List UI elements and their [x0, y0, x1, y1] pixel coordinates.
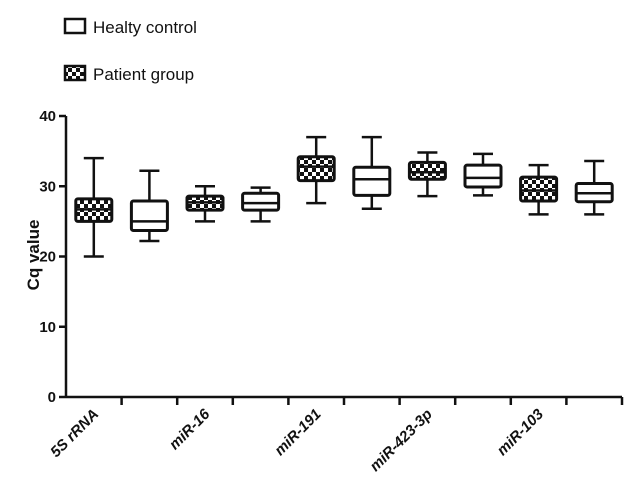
y-tick-label: 10: [39, 319, 56, 336]
legend-label-patient: Patient group: [93, 65, 194, 84]
legend-label-control: Healty control: [93, 18, 197, 37]
x-category-label: miR-103: [494, 405, 548, 459]
legend-item-control: Healty control: [63, 17, 197, 37]
box-iqr: [519, 175, 559, 203]
box-iqr: [463, 163, 503, 189]
x-ticks: 5S rRNA miR-16 miR-191 miR-423-3p miR-103: [47, 397, 624, 475]
y-axis-title: Cq value: [24, 220, 43, 291]
x-category-label: miR-423-3p: [367, 406, 436, 475]
box-patient-mir-423-3p: [407, 151, 447, 198]
box-iqr: [241, 191, 281, 212]
box-patient-mir-191: [296, 135, 336, 205]
legend-swatch-control: [63, 17, 87, 35]
y-ticks: 0 10 20 30 40: [39, 108, 66, 406]
y-tick-label: 0: [48, 389, 56, 406]
x-category-label: miR-16: [166, 405, 214, 453]
x-category-label: 5S rRNA: [47, 406, 102, 461]
box-control-mir-423-3p: [463, 152, 503, 197]
x-category-label: miR-191: [271, 406, 324, 459]
legend-item-patient: Patient group: [63, 64, 194, 84]
legend: Healty control Patient group: [63, 17, 197, 84]
box-control-5s-rrna: [129, 169, 169, 243]
y-tick-label: 20: [39, 249, 56, 266]
box-iqr: [129, 199, 169, 233]
box-control-mir-16: [241, 186, 281, 223]
axes: [64, 116, 622, 399]
box-control-mir-103: [574, 159, 614, 216]
box-iqr: [407, 160, 447, 181]
box-iqr: [352, 165, 392, 197]
box-iqr: [296, 155, 336, 183]
box-patient-mir-103: [519, 163, 559, 216]
box-patient-mir-16: [185, 185, 225, 223]
legend-swatch-patient: [63, 64, 87, 82]
box-control-mir-191: [352, 135, 392, 210]
box-patient-5s-rrna: [74, 156, 114, 258]
y-tick-label: 40: [39, 108, 56, 125]
box-series: [74, 135, 614, 258]
y-tick-label: 30: [39, 178, 56, 195]
